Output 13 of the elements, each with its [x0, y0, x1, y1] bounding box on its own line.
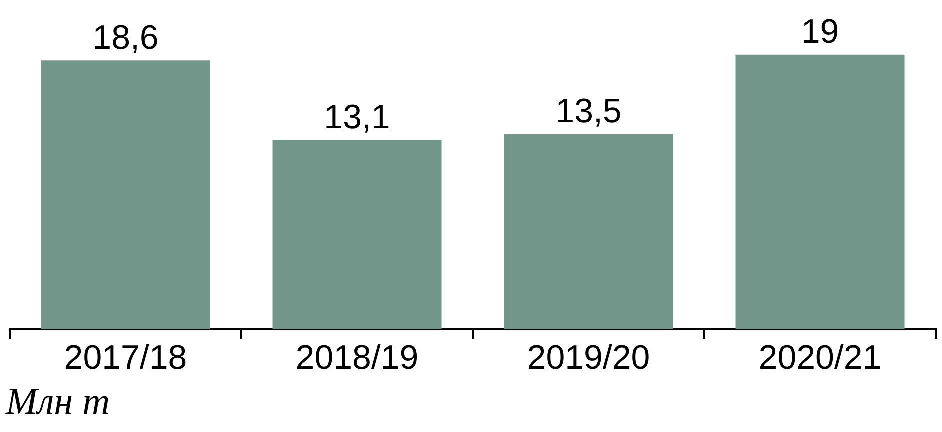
- bar: [272, 140, 442, 330]
- x-tick-label: 2017/18: [64, 338, 188, 377]
- data-label: 18,6: [92, 19, 159, 58]
- x-tick-label: 2018/19: [296, 338, 419, 377]
- data-label: 13,1: [324, 98, 390, 136]
- bar: [41, 60, 210, 330]
- x-tick-label: 2020/21: [758, 338, 882, 377]
- bar: [504, 134, 674, 330]
- data-label: 19: [801, 13, 840, 52]
- data-label: 13,5: [556, 92, 622, 131]
- x-tick-label: 2019/20: [527, 338, 650, 377]
- bar: [736, 54, 905, 330]
- text: Млн т: [6, 380, 110, 424]
